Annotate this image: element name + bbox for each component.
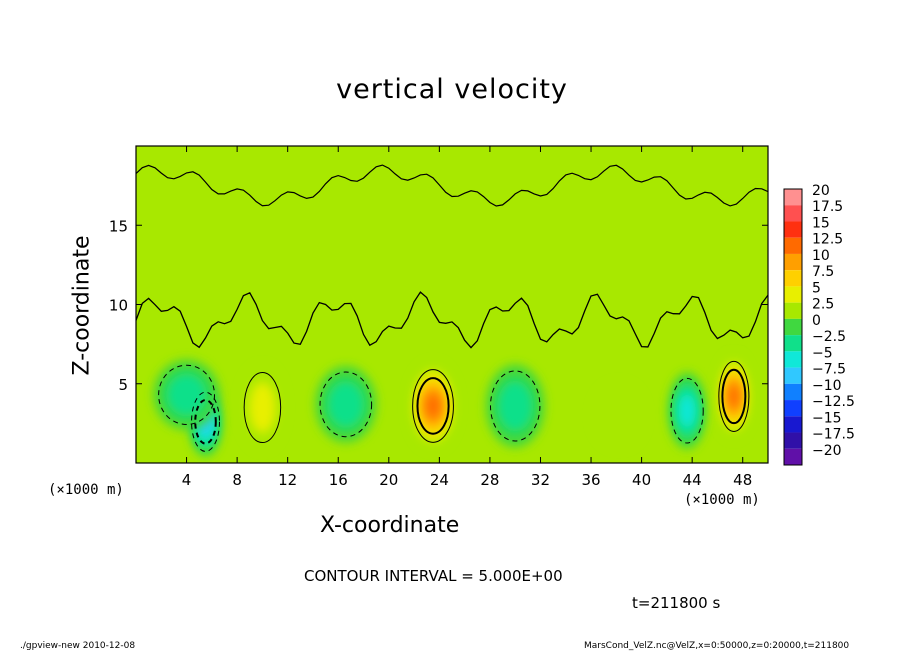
colorbar-label: 7.5 <box>812 264 834 280</box>
colorbar-swatch <box>784 448 802 465</box>
colorbar-swatch <box>784 302 802 319</box>
colorbar-swatch <box>784 400 802 417</box>
contour <box>416 377 450 435</box>
colorbar-label: 2.5 <box>812 297 834 313</box>
colorbar-label: 12.5 <box>812 232 843 248</box>
colorbar-swatch <box>784 335 802 352</box>
upper-contour <box>136 164 768 207</box>
cell-level <box>426 393 440 419</box>
contour <box>412 369 454 443</box>
x-unit-left: (×1000 m) <box>48 482 124 498</box>
cell-level <box>497 380 534 432</box>
colorbar-swatch <box>784 383 802 401</box>
cell-2 <box>240 366 284 449</box>
colorbar-label: 15 <box>812 215 830 231</box>
colorbar-swatch <box>784 237 802 254</box>
contour <box>243 371 282 444</box>
x-axis-label: X-coordinate <box>320 513 460 538</box>
colorbar-label: −17.5 <box>812 427 855 443</box>
cell-3 <box>315 366 377 443</box>
cell-6 <box>593 383 645 448</box>
colorbar-label: −2.5 <box>812 329 846 345</box>
x-unit-right: (×1000 m) <box>684 492 760 508</box>
cell-level <box>678 393 696 428</box>
x-tick-label: 36 <box>581 471 600 489</box>
contour <box>319 371 373 438</box>
contour-lines <box>136 164 768 452</box>
y-tick-label: 5 <box>118 376 128 394</box>
colorbar-frame <box>783 188 803 466</box>
contour <box>670 377 704 444</box>
colorbar-label: −7.5 <box>812 362 846 378</box>
colorbar-label: −12.5 <box>812 394 855 410</box>
contour <box>194 398 217 445</box>
y-axis-label: Z-coordinate <box>69 235 95 376</box>
colorbar-swatch <box>784 205 802 222</box>
footer-left: ./gpview-new 2010-12-08 <box>20 641 136 651</box>
contour <box>489 370 541 442</box>
cell-level <box>249 382 276 433</box>
colorbar-label: 20 <box>812 183 830 199</box>
y-tick-label: 10 <box>109 297 128 315</box>
contour <box>158 364 215 425</box>
contour <box>721 368 747 425</box>
colorbar-swatch <box>784 286 802 303</box>
contour-interval-note: CONTOUR INTERVAL = 5.000E+00 <box>304 567 563 585</box>
cell-level <box>728 384 739 409</box>
x-tick-label: 24 <box>430 471 449 489</box>
cell-level <box>593 383 645 448</box>
colorbar-label: −15 <box>812 410 842 426</box>
cell-8 <box>716 355 752 438</box>
cell-1 <box>153 359 220 430</box>
colorbar-label: −5 <box>812 345 833 361</box>
colorbar-label: 0 <box>812 313 821 329</box>
colorbar-swatch <box>784 351 802 368</box>
x-tick-label: 8 <box>232 471 242 489</box>
x-tick-label: 4 <box>182 471 192 489</box>
colorbar-label: −10 <box>812 378 842 394</box>
colorbar-swatch <box>784 367 802 384</box>
x-tick-label: 16 <box>329 471 348 489</box>
cell-4 <box>409 363 458 449</box>
x-tick-label: 20 <box>379 471 398 489</box>
cell-7 <box>668 372 707 449</box>
colorbar-swatch <box>784 253 802 271</box>
colorbar-swatch <box>784 221 802 238</box>
colorbar-swatch <box>784 416 802 433</box>
cell-5 <box>486 364 545 448</box>
colorbar-swatch <box>784 270 802 287</box>
colorbar-label: 10 <box>812 248 830 264</box>
colorbar-label: −20 <box>812 443 842 459</box>
x-tick-label: 48 <box>733 471 752 489</box>
colorbar-swatch <box>784 189 802 206</box>
cell-level <box>327 380 365 428</box>
y-tick-label: 15 <box>109 217 128 235</box>
time-note: t=211800 s <box>632 594 721 612</box>
velocity-field <box>136 146 768 463</box>
cell-level <box>166 373 207 417</box>
colorbar-label: 5 <box>812 280 821 296</box>
x-tick-label: 12 <box>278 471 297 489</box>
zero-contour <box>136 291 768 349</box>
contour <box>191 391 220 452</box>
colorbar-swatch <box>784 318 802 336</box>
x-tick-label: 28 <box>480 471 499 489</box>
colorbar-label: 17.5 <box>812 199 843 215</box>
x-tick-label: 44 <box>683 471 702 489</box>
x-tick-label: 40 <box>632 471 651 489</box>
contour <box>718 360 750 432</box>
colorbar-swatch <box>784 432 802 449</box>
colorbar: 2017.51512.5107.552.50−2.5−5−7.5−10−12.5… <box>783 183 855 466</box>
footer-right: MarsCond_VelZ.nc@VelZ,x=0:50000,z=0:2000… <box>584 641 850 651</box>
chart-title: vertical velocity <box>336 74 568 105</box>
x-tick-label: 32 <box>531 471 550 489</box>
